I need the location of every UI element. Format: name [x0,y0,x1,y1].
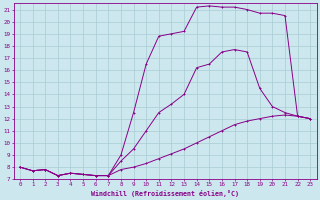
X-axis label: Windchill (Refroidissement éolien,°C): Windchill (Refroidissement éolien,°C) [91,190,239,197]
